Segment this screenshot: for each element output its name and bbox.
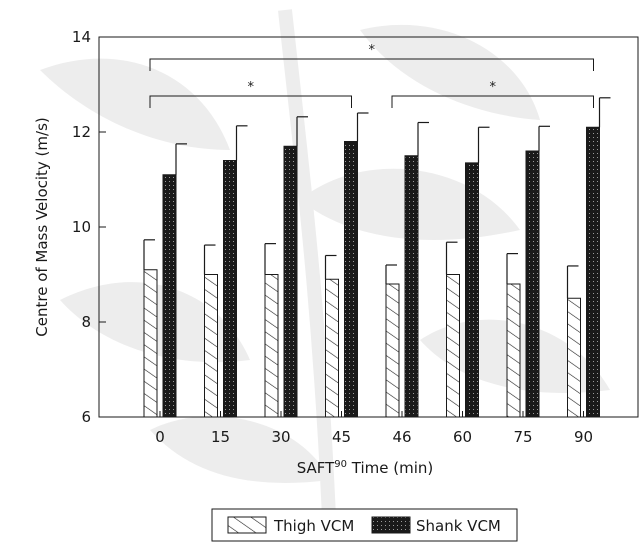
x-tick-label: 45	[332, 428, 351, 446]
x-tick-label: 60	[453, 428, 472, 446]
significance-bracket	[149, 58, 594, 71]
significance-bracket	[149, 95, 352, 108]
y-tick-label: 8	[81, 313, 91, 331]
x-tick-label: 30	[271, 428, 290, 446]
significance-brackets: * * *	[149, 43, 594, 108]
bar-shank	[586, 126, 600, 418]
bars-group	[143, 97, 611, 418]
x-tick-label: 15	[211, 428, 230, 446]
x-tick-label: 75	[513, 428, 532, 446]
x-axis: 0 15 30 45 46 60 75 90	[155, 411, 593, 446]
x-tick-label: 90	[574, 428, 593, 446]
x-tick-label: 0	[155, 428, 165, 446]
bar-shank	[162, 174, 177, 418]
bar-thigh	[143, 269, 158, 418]
bar-thigh	[264, 274, 279, 418]
y-tick-label: 6	[81, 408, 91, 426]
legend: Thigh VCM Shank VCM	[211, 508, 518, 542]
y-axis: 6 8 10 12 14	[72, 28, 106, 426]
significance-star: *	[490, 80, 497, 95]
bar-thigh	[325, 278, 339, 418]
y-tick-label: 10	[72, 218, 91, 236]
bar-thigh	[567, 297, 581, 418]
y-tick-label: 14	[72, 28, 91, 46]
bar-shank	[465, 162, 479, 418]
significance-star: *	[369, 43, 376, 58]
bar-shank	[525, 150, 540, 418]
legend-label-thigh: Thigh VCM	[273, 517, 354, 535]
bar-shank	[404, 155, 419, 418]
bar-shank	[223, 160, 237, 418]
bar-thigh	[446, 274, 460, 418]
y-axis-label: Centre of Mass Velocity (m/s)	[33, 117, 51, 336]
bar-thigh	[385, 283, 400, 418]
bar-shank	[283, 145, 298, 418]
significance-bracket	[391, 95, 594, 108]
legend-label-shank: Shank VCM	[416, 517, 501, 535]
x-tick-label: 46	[392, 428, 411, 446]
bar-shank	[344, 141, 358, 418]
bar-thigh	[506, 283, 521, 418]
legend-swatch-shank	[371, 516, 411, 534]
y-tick-label: 12	[72, 123, 91, 141]
legend-swatch-thigh	[227, 516, 267, 534]
significance-star: *	[248, 80, 255, 95]
x-axis-label: SAFT90 Time (min)	[297, 459, 434, 477]
bar-thigh	[204, 274, 218, 418]
